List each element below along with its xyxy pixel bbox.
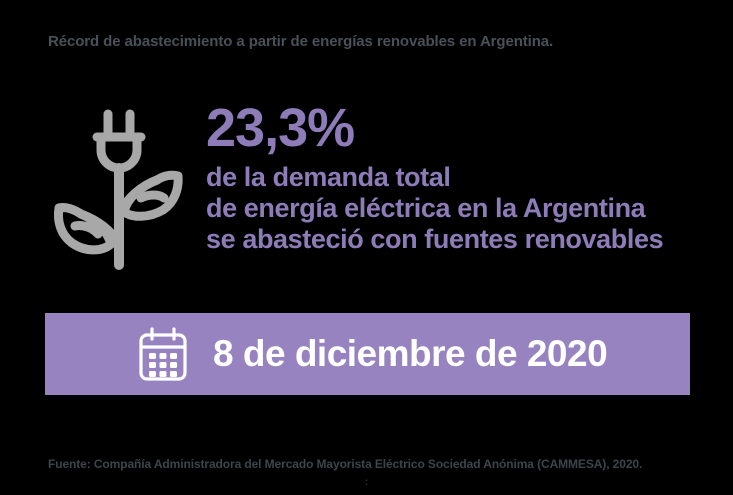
page-headline: Récord de abastecimiento a partir de ene… [48, 33, 554, 50]
statistic-line: se abasteció con fuentes renovables [206, 224, 664, 254]
calendar-icon [135, 326, 191, 382]
statistic-line: de energía eléctrica en la Argentina [206, 193, 646, 223]
banner-date-text: 8 de diciembre de 2020 [213, 333, 608, 374]
footer-mark: : [364, 476, 369, 488]
plant-plug-icon [45, 102, 195, 277]
source-note: Fuente: Compañía Administradora del Merc… [48, 457, 643, 471]
date-banner: 8 de diciembre de 2020 [45, 313, 690, 395]
statistic-block: 23,3% de la demanda total de energía elé… [206, 100, 706, 255]
statistic-line: de la demanda total [206, 162, 451, 192]
statistic-description: de la demanda total de energía eléctrica… [206, 162, 706, 255]
statistic-figure: 23,3% [206, 98, 355, 158]
